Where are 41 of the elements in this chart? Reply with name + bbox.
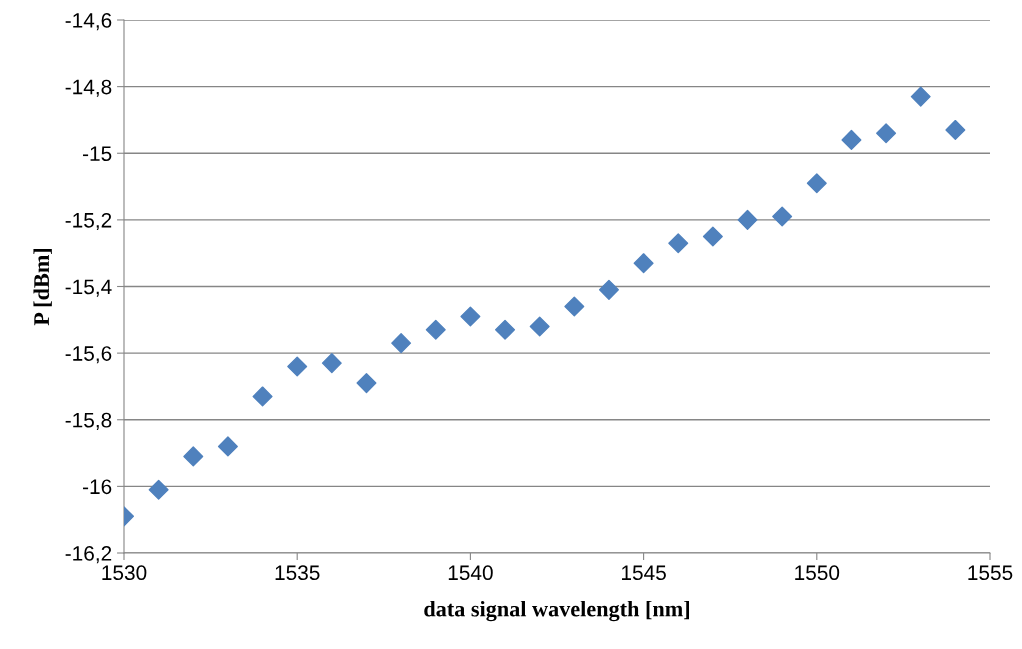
x-axis-title: data signal wavelength [nm]	[424, 600, 689, 622]
point	[910, 86, 931, 107]
x-tick-label: 1530	[102, 565, 147, 581]
y-tick-label: -15,8	[65, 412, 112, 430]
point	[425, 319, 446, 340]
point	[391, 333, 412, 354]
y-tick-label: -14,8	[65, 79, 112, 97]
y-axis-title: P [dBm]	[33, 248, 52, 326]
x-tick-label: 1555	[968, 565, 1013, 581]
point	[841, 129, 862, 150]
point	[321, 353, 342, 374]
y-tick-label: -15	[83, 146, 112, 161]
point	[598, 279, 619, 300]
x-tick-label: 1550	[795, 565, 840, 581]
point	[876, 123, 897, 144]
y-tick-label: -14,6	[65, 13, 112, 31]
point	[806, 173, 827, 194]
y-tick-label: -15,6	[65, 346, 112, 364]
point	[772, 206, 793, 227]
point	[945, 119, 966, 140]
x-tick-label: 1535	[275, 565, 320, 581]
y-tick-label: -16,2	[65, 546, 112, 564]
point	[668, 233, 689, 254]
x-tick-label: 1540	[448, 565, 493, 581]
point	[148, 479, 169, 500]
point	[356, 373, 377, 394]
point	[702, 226, 723, 247]
point	[287, 356, 308, 377]
point	[529, 316, 550, 337]
point	[633, 253, 654, 274]
point	[252, 386, 273, 407]
x-tick-label: 1545	[622, 565, 666, 581]
point	[564, 296, 585, 317]
point	[737, 209, 758, 230]
point	[217, 436, 238, 457]
point	[460, 306, 481, 327]
y-tick-label: -15,4	[65, 279, 112, 297]
y-tick-label: -15,2	[65, 212, 112, 231]
point	[183, 446, 204, 467]
point	[495, 319, 516, 340]
y-tick-label: -16	[83, 479, 112, 495]
